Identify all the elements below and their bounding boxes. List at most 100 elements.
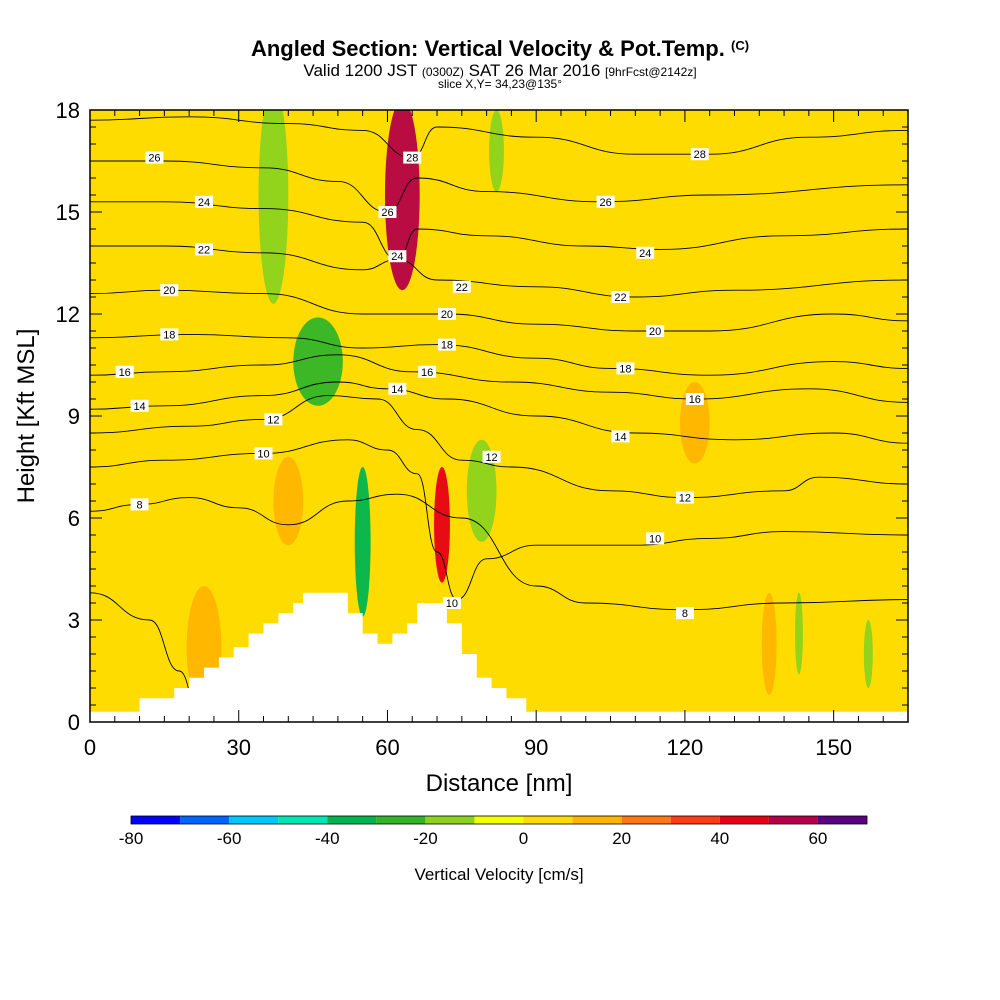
isentrope-label-bg	[482, 450, 501, 463]
y-tick-label: 9	[68, 404, 80, 429]
isentrope-label-bg	[115, 365, 134, 378]
isentrope-lines	[90, 116, 908, 713]
isentrope-label-bg	[130, 498, 149, 511]
isentrope-label-bg	[254, 447, 273, 460]
colorbar-swatch	[768, 816, 818, 824]
x-tick-label: 120	[667, 735, 704, 760]
isentrope-label-20: 20	[441, 309, 453, 321]
colorbar-swatch	[131, 816, 181, 824]
colorbar-swatch	[474, 816, 524, 824]
isentrope-label-bg	[646, 532, 665, 545]
colorbar-swatch	[278, 816, 328, 824]
isentrope-label-bg	[195, 243, 214, 256]
isentrope-label-10: 10	[446, 598, 458, 610]
isentrope-label-bg	[675, 491, 694, 504]
isentrope-label-22: 22	[614, 292, 626, 304]
colorbar-tick-label: -40	[315, 829, 340, 848]
isentrope-16	[90, 354, 908, 403]
isentrope-label-26: 26	[148, 153, 160, 165]
colorbar-swatch	[425, 816, 475, 824]
isentrope-8	[90, 493, 908, 611]
y-tick-label: 6	[68, 506, 80, 531]
isentrope-label-18: 18	[163, 329, 175, 341]
isentrope-14	[90, 381, 908, 444]
colorbar: -80 -60 -40 -20 0 20 40 60	[119, 815, 868, 848]
isentrope-label-8: 8	[137, 499, 143, 511]
isentrope-label-bg	[442, 597, 461, 609]
isentrope-label-bg	[418, 365, 437, 378]
isentrope-label-bg	[130, 399, 149, 412]
isentrope-label-bg	[145, 151, 164, 164]
isentrope-label-bg	[195, 195, 214, 208]
isentrope-label-12: 12	[267, 414, 279, 426]
isentrope-22	[90, 245, 908, 298]
colorbar-swatch	[719, 816, 769, 824]
isentrope-20	[90, 289, 908, 332]
isentrope-label-8: 8	[682, 608, 688, 620]
isentrope-label-20: 20	[163, 285, 175, 297]
chart-title: Angled Section: Vertical Velocity & Pot.…	[250, 36, 750, 61]
isentrope-label-10: 10	[649, 533, 661, 545]
colorbar-tick-label: 60	[808, 829, 827, 848]
isentrope-label-bg	[437, 338, 456, 351]
colorbar-frame	[130, 815, 868, 825]
isentrope-12	[90, 395, 908, 499]
isentrope-26	[90, 160, 908, 213]
isentrope-label-bg	[160, 284, 179, 297]
x-tick-label: 30	[226, 735, 250, 760]
velocity-cell-2	[258, 110, 289, 304]
isentrope-label-14: 14	[391, 384, 403, 396]
y-tick-label: 3	[68, 608, 80, 633]
x-tick-label: 90	[524, 735, 548, 760]
isentrope-label-18: 18	[441, 340, 453, 352]
slice-label: slice X,Y= 34,23@135°	[437, 77, 563, 91]
isentrope-label-bg	[690, 148, 709, 161]
isentrope-label-bg	[611, 291, 630, 303]
y-tick-label: 18	[56, 98, 80, 123]
isentrope-24	[90, 201, 908, 261]
isentrope-label-bg	[646, 325, 665, 337]
isentrope-label-20: 20	[649, 326, 661, 338]
isentrope-label-bg	[452, 280, 471, 293]
isentrope-label-10: 10	[257, 448, 269, 460]
x-tick-label: 0	[84, 735, 96, 760]
isentrope-18	[90, 333, 908, 376]
colorbar-tick-label: 0	[519, 829, 528, 848]
isentrope-label-bg	[378, 206, 397, 218]
isentrope-label-24: 24	[639, 248, 651, 260]
y-tick-label: 12	[56, 302, 80, 327]
colorbar-swatch	[376, 816, 426, 824]
isentrope-label-16: 16	[119, 367, 131, 379]
x-tick-label: 150	[815, 735, 852, 760]
colorbar-swatch	[180, 816, 230, 824]
velocity-cell-3	[293, 317, 343, 406]
colorbar-swatch	[817, 816, 867, 824]
isentrope-label-bg	[437, 308, 456, 320]
velocity-cell-1	[273, 456, 304, 546]
isentrope-label-bg	[160, 328, 179, 341]
isentrope-labels: 8 8 10 10 10 12 12 12 14 14 14 16 16 16 18 18 18 20 20 20 22…	[115, 148, 709, 620]
isentrope-label-bg	[611, 430, 630, 443]
isentrope-label-bg	[403, 151, 422, 164]
isentrope-label-24: 24	[391, 251, 403, 263]
isentrope-label-22: 22	[198, 244, 210, 256]
velocity-cell-6	[354, 467, 371, 617]
colorbar-tick-label: -80	[119, 829, 144, 848]
isentrope-label-28: 28	[694, 149, 706, 161]
y-tick-label: 0	[68, 710, 80, 735]
isentrope-label-12: 12	[679, 493, 691, 505]
colorbar-swatch	[327, 816, 377, 824]
axis-tick-labels: 0 30 60 90 120 150 0 3 6 9 12 15 18	[56, 98, 852, 760]
chart-subtitle: Valid 1200 JST (0300Z) SAT 26 Mar 2016 […	[303, 61, 697, 80]
isentrope-label-bg	[685, 393, 704, 405]
colorbar-tick-label: -60	[217, 829, 242, 848]
isentrope-label-bg	[388, 382, 407, 395]
colorbar-tick-label: 20	[612, 829, 631, 848]
isentrope-label-bg	[675, 607, 694, 620]
y-axis-label: Height [Kft MSL]	[13, 329, 40, 504]
axis-ticks	[89, 109, 909, 723]
colorbar-tick-label: -20	[413, 829, 438, 848]
velocity-cell-11	[794, 592, 803, 675]
isentrope-label-12: 12	[485, 452, 497, 464]
